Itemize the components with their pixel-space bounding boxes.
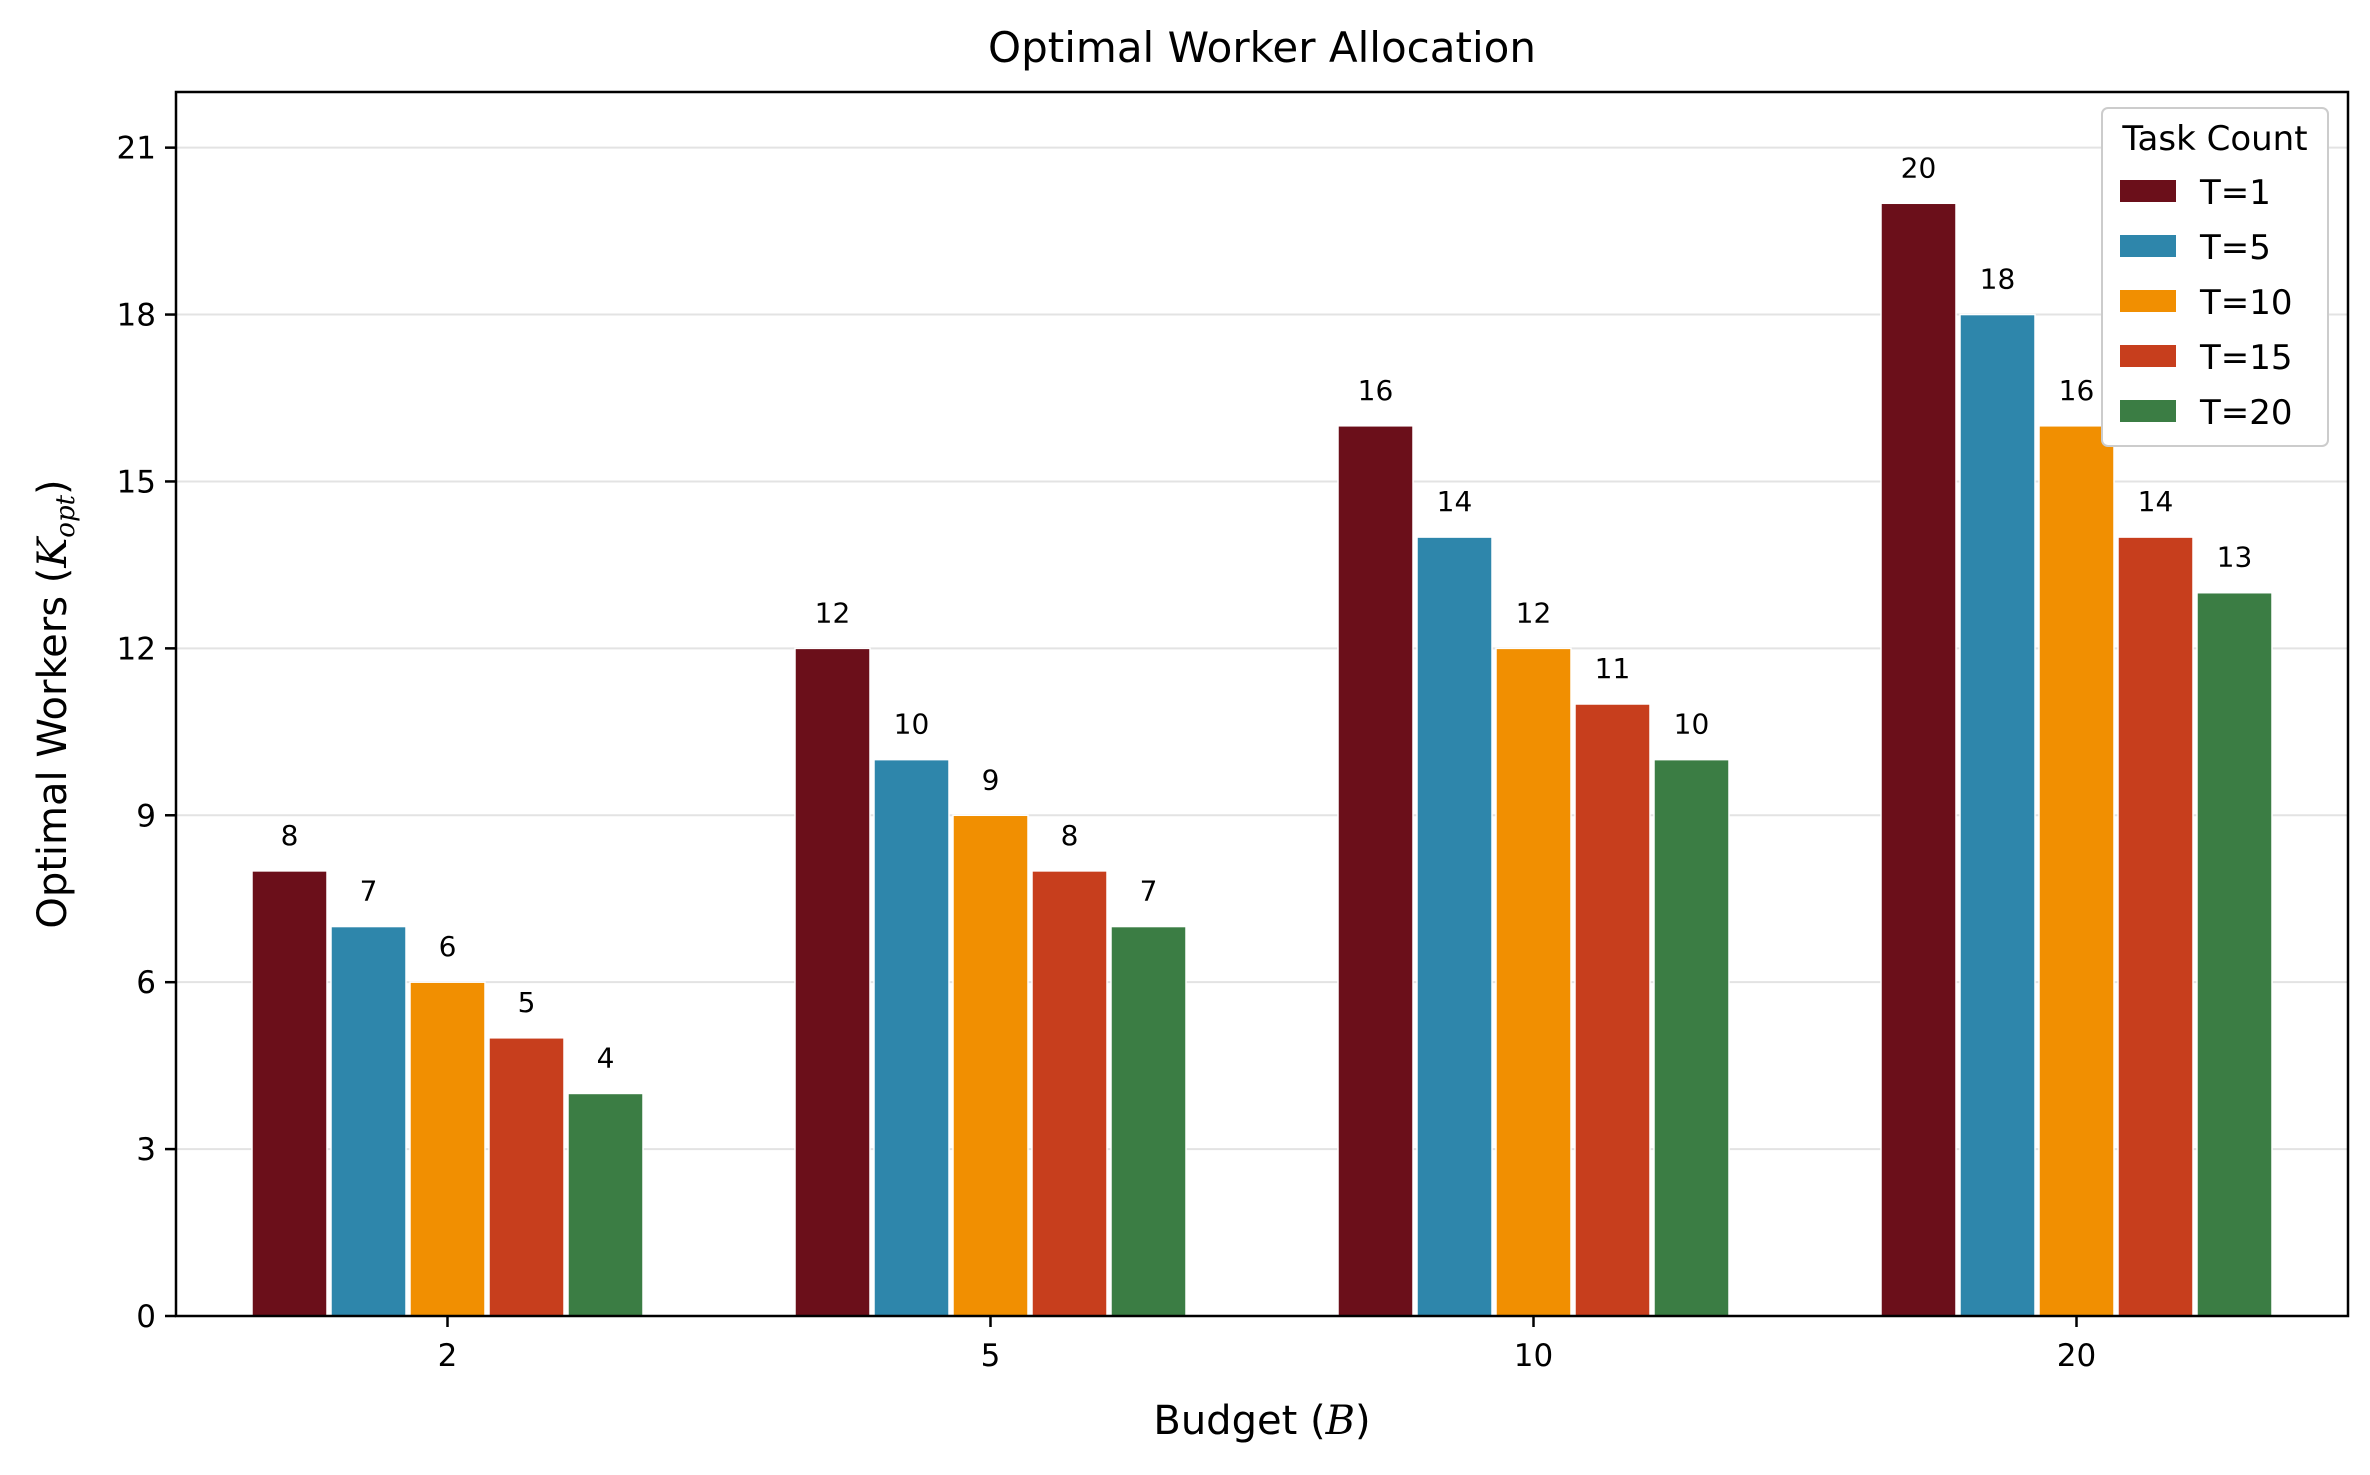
bar <box>952 814 1029 1317</box>
y-axis-label-suffix: ) <box>30 479 76 495</box>
legend-label: T=20 <box>2199 393 2293 433</box>
bar-value-label: 9 <box>982 763 1000 796</box>
x-tick-label: 5 <box>981 1338 1001 1374</box>
bar <box>794 647 871 1317</box>
legend-label: T=1 <box>2199 173 2271 213</box>
x-axis-label-prefix: Budget ( <box>1153 1398 1325 1444</box>
y-tick-label: 0 <box>136 1299 156 1335</box>
bar <box>1495 647 1572 1317</box>
bar <box>2038 425 2115 1317</box>
x-tick-label: 10 <box>1514 1338 1553 1374</box>
legend-swatch <box>2120 235 2176 257</box>
x-axis: 2 5 10 20 <box>438 1316 2096 1374</box>
plot-frame <box>174 90 2350 1318</box>
bar <box>1031 870 1108 1317</box>
bar <box>1574 703 1651 1317</box>
bar <box>1653 758 1730 1317</box>
y-tick-label: 6 <box>136 965 156 1001</box>
bar-value-label: 8 <box>281 819 299 852</box>
bar-value-label: 4 <box>597 1041 615 1074</box>
bar-value-label: 16 <box>1358 374 1394 407</box>
bar-value-label: 6 <box>439 930 457 963</box>
x-axis-label: Budget (B) <box>1153 1398 1370 1444</box>
y-axis: 0 3 6 9 12 15 18 21 <box>117 131 176 1335</box>
bar <box>1880 202 1957 1317</box>
bar <box>409 981 486 1317</box>
data-labels: 8 7 6 5 4 12 10 9 8 7 16 14 12 11 10 20 18 16 14 13 <box>281 151 2253 1074</box>
y-axis-label-math: K <box>30 536 76 569</box>
chart-title: Optimal Worker Allocation <box>988 23 1536 72</box>
x-axis-label-suffix: ) <box>1355 1398 1371 1444</box>
bar-value-label: 20 <box>1901 151 1937 184</box>
bar-value-label: 12 <box>1516 596 1552 629</box>
x-axis-label-math: B <box>1325 1398 1355 1444</box>
legend-swatch <box>2120 180 2176 202</box>
y-tick-label: 9 <box>136 798 156 834</box>
legend-items: T=1 T=5 T=10 T=15 T=20 <box>2120 173 2293 433</box>
bar-value-label: 10 <box>1674 708 1710 741</box>
bar-value-label: 16 <box>2059 374 2095 407</box>
y-tick-label: 18 <box>117 298 156 334</box>
y-tick-label: 21 <box>117 131 156 167</box>
bar-value-label: 14 <box>2138 485 2174 518</box>
bar <box>2196 591 2273 1317</box>
legend-label: T=15 <box>2199 338 2293 378</box>
legend: Task Count T=1 T=5 T=10 T=15 T=20 <box>2101 107 2329 447</box>
y-tick-label: 15 <box>117 464 156 500</box>
bar-value-label: 18 <box>1980 263 2016 296</box>
bar <box>567 1092 644 1317</box>
x-tick-label: 20 <box>2057 1338 2096 1374</box>
bar-value-label: 14 <box>1437 485 1473 518</box>
bar-value-label: 12 <box>815 596 851 629</box>
bar <box>1110 925 1187 1317</box>
x-tick-label: 2 <box>438 1338 458 1374</box>
legend-swatch <box>2120 290 2176 312</box>
bar <box>2117 536 2194 1317</box>
legend-label: T=5 <box>2199 228 2271 268</box>
bar-value-label: 10 <box>894 708 930 741</box>
bar-value-label: 7 <box>1140 875 1158 908</box>
bar-value-label: 11 <box>1595 652 1631 685</box>
bar <box>1337 425 1414 1317</box>
y-axis-label-math-sub: opt <box>51 494 81 537</box>
bar <box>1416 536 1493 1317</box>
legend-label: T=10 <box>2199 283 2293 323</box>
bar <box>1959 313 2036 1317</box>
bar-value-label: 13 <box>2217 541 2253 574</box>
y-axis-label: Optimal Workers (Kopt) <box>30 479 81 928</box>
y-axis-label-prefix: Optimal Workers ( <box>30 568 76 929</box>
legend-swatch <box>2120 345 2176 367</box>
bar-value-label: 5 <box>518 986 536 1019</box>
bar-value-label: 7 <box>360 875 378 908</box>
bars <box>251 202 2273 1317</box>
bar <box>873 758 950 1317</box>
bar <box>330 925 407 1317</box>
y-tick-label: 3 <box>136 1132 156 1168</box>
bar <box>251 870 328 1317</box>
bar-value-label: 8 <box>1061 819 1079 852</box>
legend-swatch <box>2120 400 2176 422</box>
legend-title: Task Count <box>2121 119 2307 159</box>
y-tick-label: 12 <box>117 631 156 667</box>
bar <box>488 1037 565 1317</box>
